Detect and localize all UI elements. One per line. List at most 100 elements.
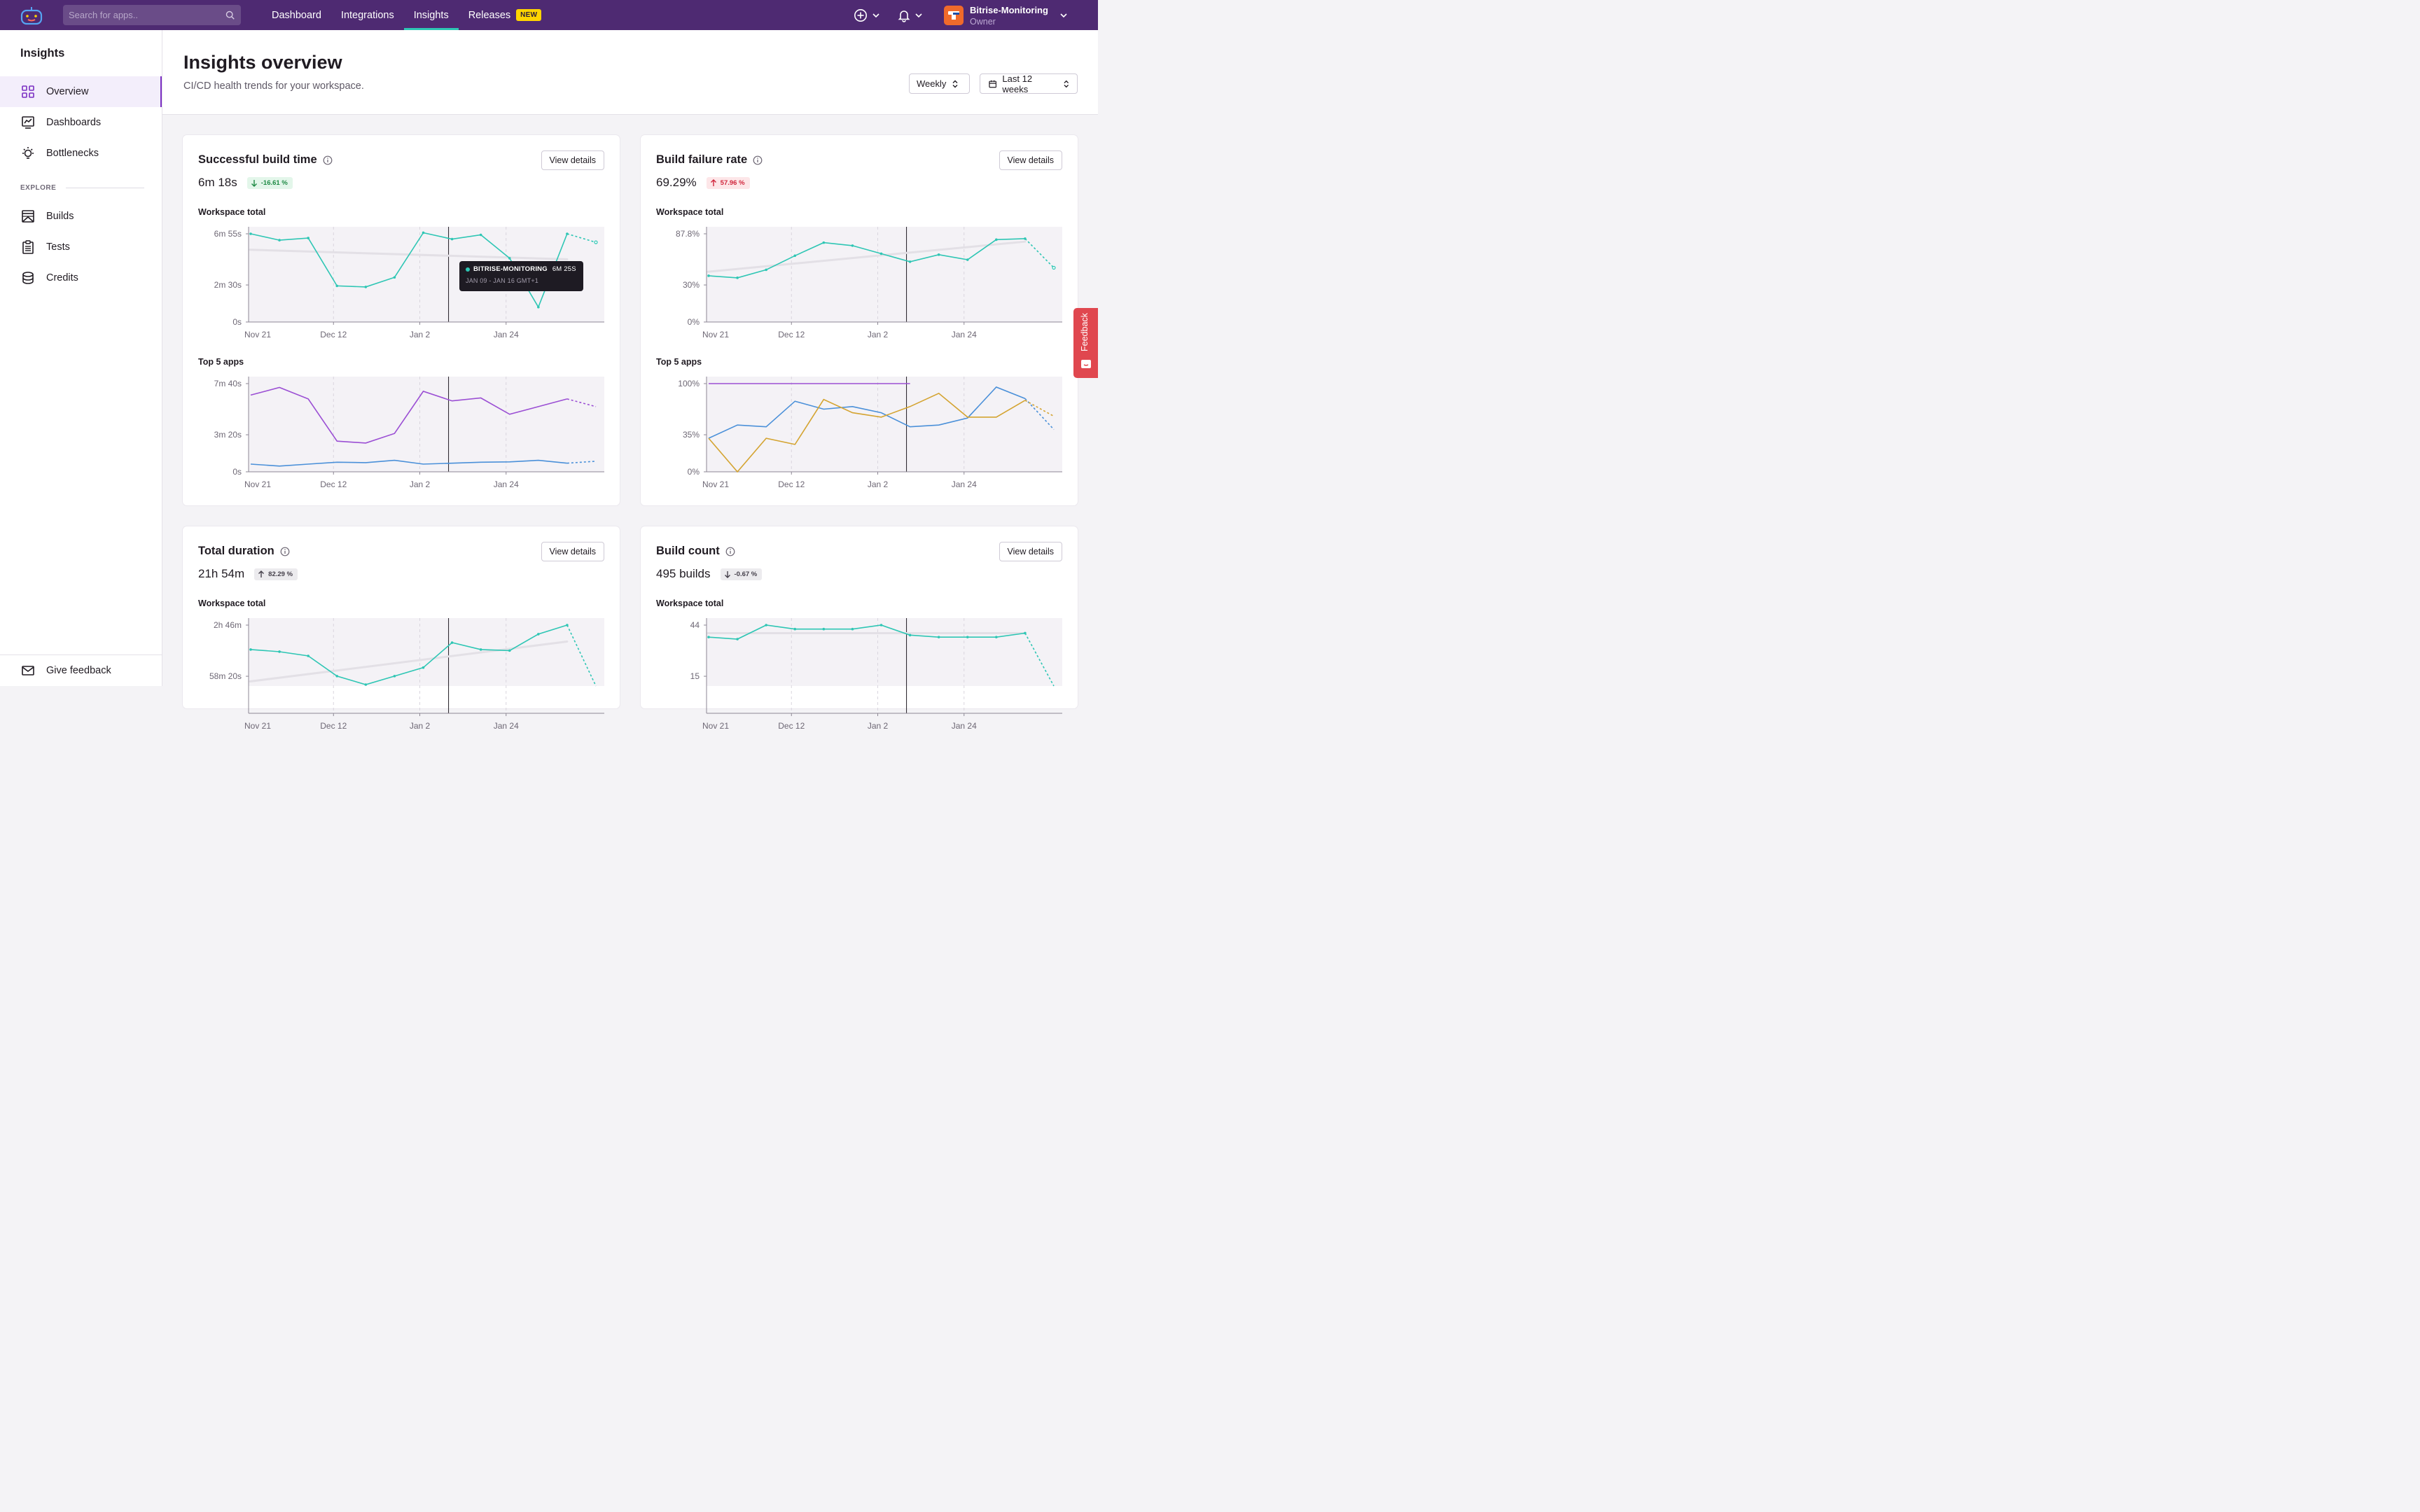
info-icon[interactable]	[323, 155, 333, 165]
series-line	[250, 386, 568, 444]
sidebar-item-tests[interactable]: Tests	[0, 232, 162, 262]
data-point	[278, 650, 281, 653]
data-point	[335, 284, 339, 288]
data-point	[937, 253, 940, 256]
trend-line	[249, 248, 569, 260]
nav-integrations[interactable]: Integrations	[340, 9, 394, 21]
data-point	[966, 636, 969, 638]
total-duration-workspace-chart[interactable]: 2h 46m 58m 20s Nov 21 Dec 12 Jan 2 Jan 24	[183, 526, 620, 731]
nav-dashboard[interactable]: Dashboard	[272, 9, 321, 21]
account-switcher[interactable]: Bitrise-Monitoring Owner	[944, 4, 1068, 27]
card-title-text: Build count	[656, 545, 720, 557]
data-point	[537, 305, 540, 309]
arrow-up-icon	[258, 570, 265, 578]
y-tick-label: 100%	[678, 379, 700, 388]
data-point	[508, 257, 511, 260]
view-details-button[interactable]: View details	[999, 542, 1062, 561]
y-tick-label: 0s	[232, 467, 242, 477]
data-point	[479, 648, 482, 651]
data-point	[1024, 237, 1027, 240]
interval-select[interactable]: Weekly	[909, 74, 970, 94]
card-title: Total duration	[198, 545, 290, 558]
data-point	[707, 636, 710, 638]
x-tick-label: Dec 12	[778, 721, 805, 731]
bitrise-logo-icon[interactable]	[20, 6, 43, 25]
metric-value: 69.29%	[656, 176, 697, 189]
section-label: Workspace total	[656, 207, 724, 217]
sidebar-item-credits[interactable]: Credits	[0, 262, 162, 293]
search-input[interactable]	[69, 10, 225, 20]
x-tick-label: Dec 12	[320, 721, 347, 731]
x-tick-label: Nov 21	[244, 330, 271, 340]
data-point	[393, 276, 396, 279]
data-point	[537, 633, 540, 636]
workspace-logo-icon	[948, 11, 959, 20]
sidebar-item-builds[interactable]: Builds	[0, 201, 162, 232]
view-details-button[interactable]: View details	[999, 150, 1062, 170]
x-tick-label: Nov 21	[702, 330, 729, 340]
data-point	[364, 683, 368, 686]
give-feedback-button[interactable]: Give feedback	[0, 654, 162, 686]
data-point	[793, 627, 797, 631]
sidebar-title: Insights	[20, 47, 65, 59]
notifications-button[interactable]	[898, 7, 923, 24]
main-nav: Dashboard Integrations Insights Releases…	[262, 0, 551, 30]
y-tick-label: 58m 20s	[209, 671, 242, 681]
chevron-down-icon	[1060, 13, 1067, 18]
x-tick-label: Dec 12	[778, 479, 805, 489]
series-dot	[466, 267, 470, 272]
x-tick-label: Nov 21	[244, 479, 271, 489]
y-tick-label: 7m 40s	[214, 379, 242, 388]
data-point	[249, 232, 252, 235]
data-point	[278, 239, 281, 241]
info-icon[interactable]	[753, 155, 763, 165]
section-label: Workspace total	[198, 598, 266, 608]
metric-value: 6m 18s	[198, 176, 237, 189]
view-details-button[interactable]: View details	[541, 150, 604, 170]
failure-rate-workspace-chart[interactable]: 87.8% 30% 0%Nov 21 Dec 12 Jan 2 Jan 24	[641, 135, 1078, 345]
info-icon[interactable]	[725, 547, 735, 556]
nav-insights[interactable]: Insights	[403, 0, 459, 30]
y-tick-label: 87.8%	[676, 229, 700, 239]
failure-rate-top-apps-chart[interactable]: 100%35%0%Nov 21 Dec 12 Jan 2 Jan 24	[641, 135, 1078, 499]
chevron-updown-icon	[1064, 80, 1069, 88]
series-line	[250, 459, 567, 467]
build-time-card: Successful build time View details 6m 18…	[183, 135, 620, 505]
sidebar-item-label: Builds	[46, 211, 74, 222]
sidebar-item-bottlenecks[interactable]: Bottlenecks	[0, 138, 162, 169]
x-tick-label: Nov 21	[702, 479, 729, 489]
card-title-text: Build failure rate	[656, 153, 748, 166]
y-tick-label: 6m 55s	[214, 229, 242, 239]
clipboard-icon	[22, 240, 34, 254]
feedback-tab-label: Feedback	[1080, 313, 1090, 351]
sidebar-item-dashboards[interactable]: Dashboards	[0, 107, 162, 138]
tooltip-app: BITRISE-MONITORING	[473, 265, 548, 273]
metric-value: 495 builds	[656, 567, 711, 580]
date-range-select[interactable]: Last 12 weeks	[980, 74, 1078, 94]
data-point	[966, 258, 969, 261]
info-icon[interactable]	[280, 547, 290, 556]
data-point	[566, 624, 569, 626]
data-point	[851, 244, 854, 247]
data-point	[765, 624, 767, 626]
plus-circle-icon	[854, 9, 867, 22]
sidebar-item-label: Dashboards	[46, 117, 102, 128]
y-tick-label: 0s	[232, 317, 242, 327]
workspace-avatar	[944, 6, 964, 25]
data-point	[736, 638, 739, 640]
data-point	[335, 675, 339, 678]
data-point	[851, 627, 854, 631]
data-point	[508, 649, 511, 652]
account-name: Bitrise-Monitoring	[970, 4, 1048, 15]
x-tick-label: Jan 24	[952, 721, 977, 731]
app-search[interactable]	[63, 5, 241, 25]
x-tick-label: Dec 12	[320, 479, 347, 489]
create-menu-button[interactable]	[854, 7, 880, 24]
build-count-workspace-chart[interactable]: 44 15 Nov 21 Dec 12 Jan 2 Jan 24	[641, 526, 1078, 731]
view-details-button[interactable]: View details	[541, 542, 604, 561]
data-point	[594, 240, 598, 244]
feedback-tab[interactable]: Feedback	[1073, 308, 1098, 378]
nav-releases[interactable]: Releases NEW	[459, 0, 552, 30]
sidebar-item-overview[interactable]: Overview	[0, 76, 162, 107]
